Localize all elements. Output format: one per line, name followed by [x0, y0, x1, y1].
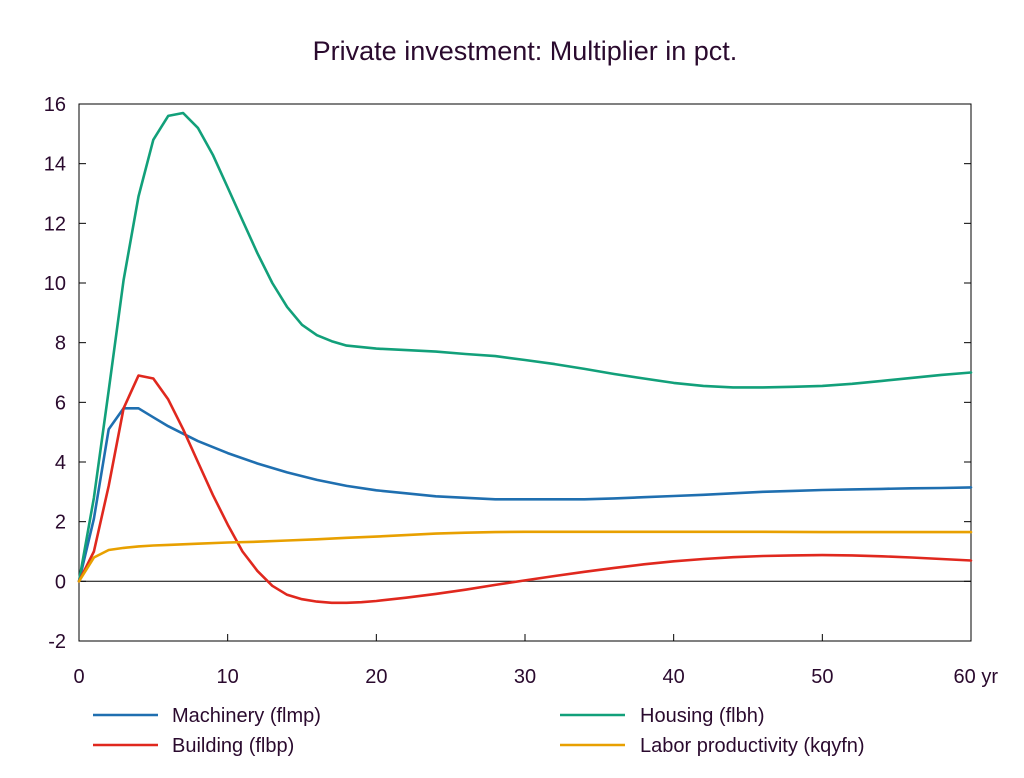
y-tick-label: 14 [44, 154, 66, 176]
x-tick-label: 0 [73, 666, 84, 688]
series-line-1 [77, 111, 973, 583]
legend: Machinery (flmp) Housing (flbh) Building (… [93, 705, 865, 757]
x-tick-label: 40 [663, 666, 685, 688]
series-line-2 [77, 374, 973, 605]
plot-frame [78, 103, 972, 642]
y-tick-label: 6 [55, 392, 66, 414]
legend-label: Labor productivity (kqyfn) [640, 735, 865, 757]
y-tick-label: -2 [48, 631, 66, 653]
x-tick-label: 30 [514, 666, 536, 688]
y-tick-label: 12 [44, 213, 66, 235]
series-line-0 [77, 406, 973, 583]
series-line-3 [77, 530, 973, 583]
x-axis: 0 10 20 30 40 50 60 yr [73, 634, 998, 688]
x-tick-label: 60 yr [954, 666, 999, 688]
y-tick-label: 4 [55, 452, 66, 474]
x-tick-label: 50 [811, 666, 833, 688]
y-axis: -2 0 2 4 6 8 10 12 14 16 [44, 94, 971, 653]
x-tick-label: 10 [217, 666, 239, 688]
y-tick-label: 2 [55, 512, 66, 534]
legend-label: Housing (flbh) [640, 705, 765, 727]
series-lines [77, 111, 973, 605]
legend-label: Machinery (flmp) [172, 705, 321, 727]
y-tick-label: 8 [55, 333, 66, 355]
y-tick-label: 0 [55, 571, 66, 593]
legend-label: Building (flbp) [172, 735, 294, 757]
chart-title: Private investment: Multiplier in pct. [313, 36, 738, 66]
y-tick-label: 10 [44, 273, 66, 295]
y-tick-label: 16 [44, 94, 66, 116]
x-tick-label: 20 [365, 666, 387, 688]
